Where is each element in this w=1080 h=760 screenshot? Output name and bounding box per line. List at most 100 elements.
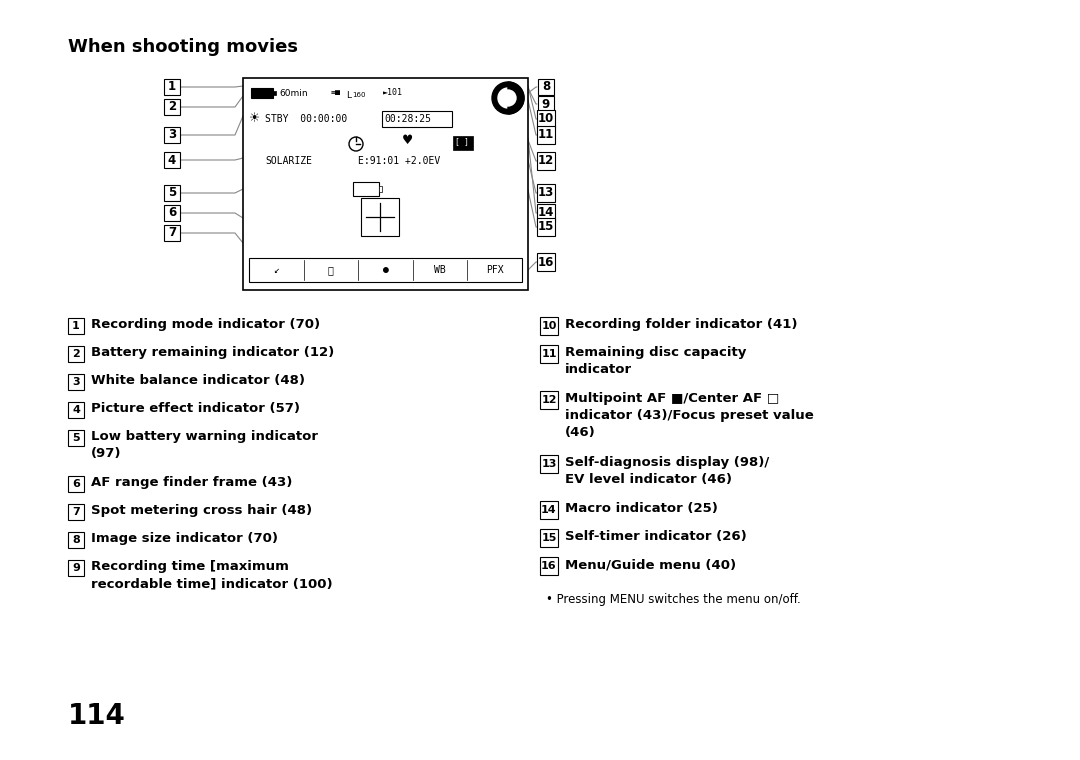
Text: 14: 14 (541, 505, 557, 515)
Text: ☀: ☀ (249, 112, 260, 125)
Text: 10: 10 (538, 112, 554, 125)
Text: Menu/Guide menu (40): Menu/Guide menu (40) (565, 558, 737, 571)
Bar (68, 374, 84, 390)
Text: 6: 6 (167, 207, 176, 220)
Bar (540, 317, 558, 335)
Text: indicator (43)/Focus preset value: indicator (43)/Focus preset value (565, 409, 813, 422)
Bar (540, 345, 558, 363)
Circle shape (492, 82, 524, 114)
Bar (537, 204, 555, 222)
Bar (537, 110, 555, 128)
Bar (68, 430, 84, 446)
Text: White balance indicator (48): White balance indicator (48) (91, 374, 305, 387)
Text: PFX: PFX (486, 265, 503, 275)
Text: ►101: ►101 (383, 88, 403, 97)
Text: 11: 11 (538, 128, 554, 141)
Circle shape (498, 88, 518, 108)
Bar (68, 318, 84, 334)
Text: Ⓕ: Ⓕ (328, 265, 334, 275)
Text: 8: 8 (72, 535, 80, 545)
Text: 3: 3 (72, 377, 80, 387)
Text: E:91:01 +2.0EV: E:91:01 +2.0EV (357, 156, 441, 166)
Bar (540, 391, 558, 409)
Text: recordable time] indicator (100): recordable time] indicator (100) (91, 577, 333, 590)
Bar (68, 476, 84, 492)
Text: EV level indicator (46): EV level indicator (46) (565, 473, 732, 486)
Bar (251, 88, 273, 98)
Text: 114: 114 (68, 702, 126, 730)
Text: Recording folder indicator (41): Recording folder indicator (41) (565, 318, 797, 331)
Circle shape (500, 90, 516, 106)
Bar (538, 96, 554, 112)
Text: Battery remaining indicator (12): Battery remaining indicator (12) (91, 346, 334, 359)
Bar (540, 455, 558, 473)
Text: 9: 9 (542, 97, 550, 110)
Text: 14: 14 (538, 207, 554, 220)
Text: • Pressing MENU switches the menu on/off.: • Pressing MENU switches the menu on/off… (546, 593, 800, 606)
Text: 15: 15 (538, 220, 554, 233)
Bar (164, 185, 180, 201)
Text: 4: 4 (72, 405, 80, 415)
Text: [ ]: [ ] (455, 137, 469, 146)
Bar (537, 126, 555, 144)
Text: 10: 10 (541, 321, 556, 331)
Text: (97): (97) (91, 447, 121, 460)
Text: 60min: 60min (279, 89, 308, 98)
Text: 2: 2 (72, 349, 80, 359)
Text: 160: 160 (352, 92, 365, 98)
Text: Low battery warning indicator: Low battery warning indicator (91, 430, 318, 443)
Bar (537, 152, 555, 170)
Text: Recording mode indicator (70): Recording mode indicator (70) (91, 318, 320, 331)
Text: indicator: indicator (565, 363, 632, 376)
Text: SOLARIZE: SOLARIZE (265, 156, 312, 166)
Text: Picture effect indicator (57): Picture effect indicator (57) (91, 402, 300, 415)
Text: 16: 16 (541, 561, 557, 571)
Text: 1: 1 (72, 321, 80, 331)
Bar (164, 205, 180, 221)
Bar (537, 253, 555, 271)
Text: 12: 12 (541, 395, 557, 405)
Bar (68, 532, 84, 548)
Text: 9: 9 (72, 563, 80, 573)
Text: 00:28:25: 00:28:25 (384, 114, 431, 124)
Text: ♥: ♥ (402, 134, 414, 147)
Bar (164, 99, 180, 115)
Bar (379, 186, 382, 192)
Text: 1: 1 (167, 81, 176, 93)
Text: WB: WB (434, 265, 446, 275)
Text: 5: 5 (167, 186, 176, 200)
Text: 5: 5 (72, 433, 80, 443)
Text: 7: 7 (167, 226, 176, 239)
Bar (164, 152, 180, 168)
Bar (353, 182, 379, 196)
Bar (537, 184, 555, 202)
Text: STBY  00:00:00: STBY 00:00:00 (265, 114, 348, 124)
Text: 7: 7 (72, 507, 80, 517)
Text: ≡■: ≡■ (330, 88, 341, 97)
Text: Spot metering cross hair (48): Spot metering cross hair (48) (91, 504, 312, 517)
Bar (453, 136, 473, 150)
Bar (273, 91, 276, 95)
Bar (540, 529, 558, 547)
Text: 2: 2 (167, 100, 176, 113)
Text: Self-timer indicator (26): Self-timer indicator (26) (565, 530, 746, 543)
Bar (249, 258, 522, 282)
Text: Recording time [maximum: Recording time [maximum (91, 560, 288, 573)
Text: Multipoint AF ■/Center AF □: Multipoint AF ■/Center AF □ (565, 392, 780, 405)
Bar (68, 504, 84, 520)
Polygon shape (508, 82, 524, 114)
Bar (540, 501, 558, 519)
Text: (46): (46) (565, 426, 596, 439)
Bar (68, 346, 84, 362)
Bar (164, 225, 180, 241)
Bar (361, 198, 399, 236)
Bar (68, 402, 84, 418)
Bar (540, 557, 558, 575)
Text: L: L (346, 91, 351, 100)
Text: When shooting movies: When shooting movies (68, 38, 298, 56)
Bar (164, 79, 180, 95)
Text: AF range finder frame (43): AF range finder frame (43) (91, 476, 293, 489)
Text: 15: 15 (541, 533, 556, 543)
Text: ↙: ↙ (273, 265, 280, 275)
Text: 13: 13 (538, 186, 554, 200)
